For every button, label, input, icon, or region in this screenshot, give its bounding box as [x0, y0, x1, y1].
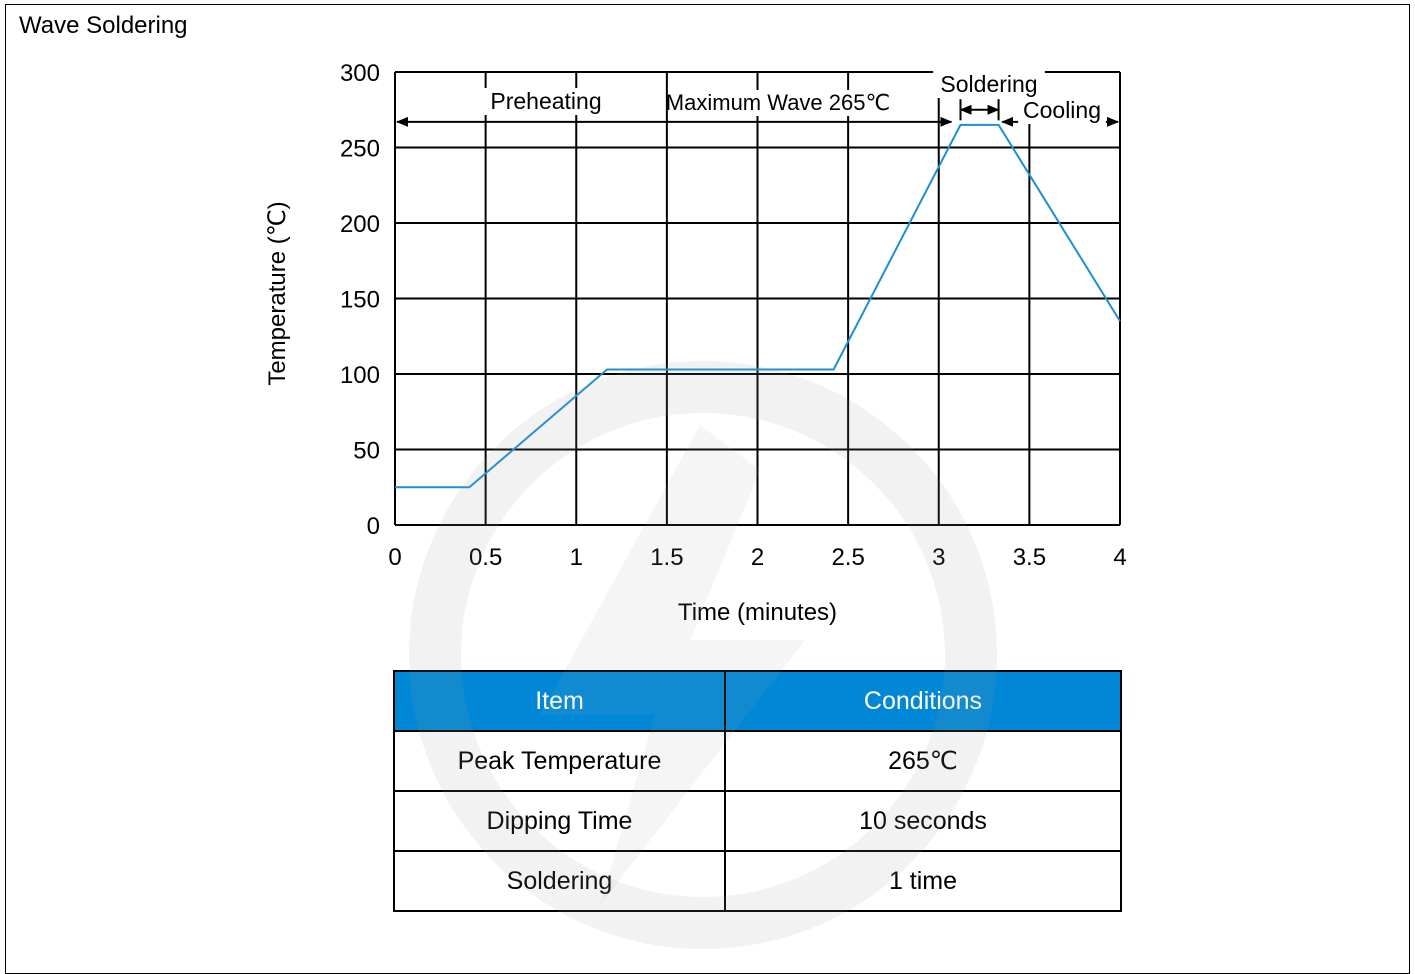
- table-cell-condition: 10 seconds: [724, 790, 1122, 852]
- y-tick-label: 250: [340, 136, 380, 163]
- cooling-label: Cooling: [1023, 97, 1101, 123]
- y-tick-label: 100: [340, 362, 380, 389]
- x-tick-label: 3.5: [1013, 544, 1046, 571]
- table-header-row: Item Conditions: [393, 670, 1122, 732]
- y-tick-label: 0: [367, 513, 380, 540]
- chart-grid: [394, 71, 1121, 526]
- table-cell-item: Peak Temperature: [393, 730, 726, 792]
- y-tick-label: 150: [340, 287, 380, 314]
- y-tick-label: 200: [340, 211, 380, 238]
- column-header-conditions: Conditions: [724, 670, 1122, 732]
- table-cell-condition: 265℃: [724, 730, 1122, 792]
- table-cell-item: Soldering: [393, 850, 726, 912]
- x-tick-label: 3: [932, 544, 945, 571]
- chart-series: [395, 123, 1121, 489]
- chart-annotations: Preheating Maximum Wave 265℃ SolderingCool…: [396, 71, 1119, 127]
- maximum-wave-label-backing: [678, 90, 878, 116]
- x-tick-label: 2: [751, 544, 764, 571]
- conditions-table: Item Conditions Peak Temperature 265℃ Di…: [393, 670, 1122, 912]
- preheating-label-backing: [484, 88, 608, 115]
- table-cell-item: Dipping Time: [393, 790, 726, 852]
- x-tick-label: 1: [570, 544, 583, 571]
- table-row: Dipping Time 10 seconds: [393, 790, 1122, 852]
- y-axis-title: Temperature (℃): [264, 201, 291, 385]
- temperature-profile-line: [395, 123, 1121, 489]
- table-row: Soldering 1 time: [393, 850, 1122, 912]
- soldering-label-backing: [933, 71, 1045, 98]
- soldering-label: Soldering: [940, 71, 1037, 97]
- cooling-label-backing: [1018, 97, 1106, 124]
- x-axis-title: Time (minutes): [678, 599, 837, 626]
- chart-axis-ticks: 0 0.5 1 1.5 2 2.5 3 3.5 4 0 50 100 150 200 250 300: [340, 60, 1127, 571]
- table-cell-condition: 1 time: [724, 850, 1122, 912]
- x-tick-label: 0.5: [469, 544, 502, 571]
- column-header-item: Item: [393, 670, 726, 732]
- x-tick-label: 4: [1113, 544, 1126, 571]
- x-tick-label: 1.5: [650, 544, 683, 571]
- section-title: Wave Soldering: [19, 12, 188, 39]
- table-row: Peak Temperature 265℃: [393, 730, 1122, 792]
- x-tick-label: 0: [388, 544, 401, 571]
- y-tick-label: 50: [353, 438, 380, 465]
- preheating-label: Preheating: [490, 88, 601, 114]
- maximum-wave-label: Maximum Wave 265℃: [666, 90, 890, 115]
- y-tick-label: 300: [340, 60, 380, 87]
- x-tick-label: 2.5: [831, 544, 864, 571]
